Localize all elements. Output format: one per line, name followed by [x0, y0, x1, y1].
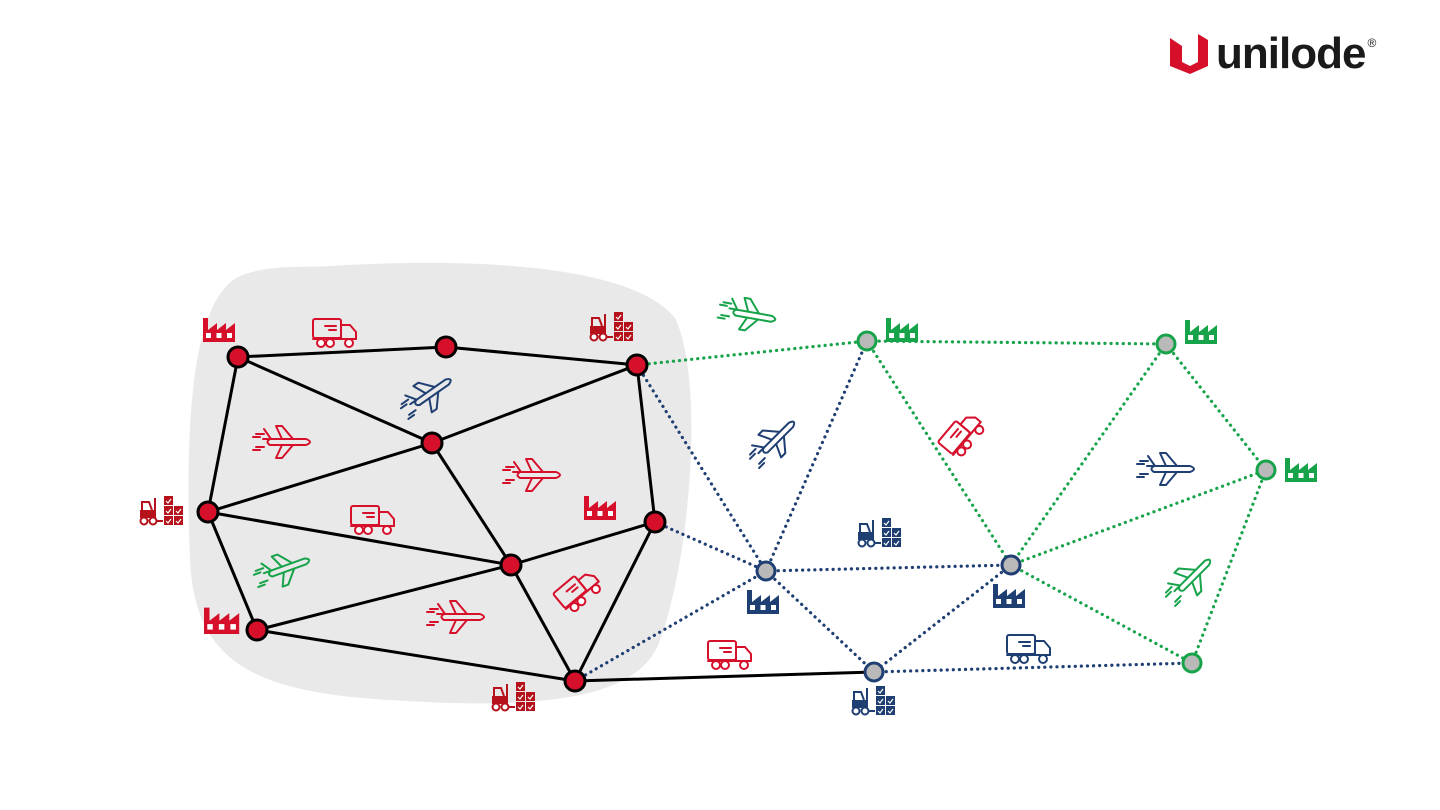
edge-n2-g4 — [1009, 563, 1194, 665]
airplane-icon — [1157, 547, 1223, 613]
brand-logo: unilode ® — [1168, 28, 1377, 78]
node-r2 — [434, 335, 458, 359]
edge-n2-n3 — [872, 563, 1013, 674]
edge-n1-g1 — [764, 339, 869, 573]
edge-r4-r7 — [430, 442, 513, 566]
brand-name: unilode — [1216, 29, 1366, 78]
edge-r8-r7 — [256, 563, 512, 632]
node-r1 — [226, 345, 250, 369]
edge-r1-r4 — [237, 355, 433, 445]
edge-r3-r6 — [635, 364, 657, 523]
edge-r8-r9 — [256, 628, 576, 683]
edge-r7-r6 — [510, 520, 656, 567]
node-g4 — [1181, 652, 1203, 674]
edge-n3-g4 — [872, 661, 1194, 674]
factory-icon — [993, 584, 1025, 608]
factory-icon — [886, 318, 918, 342]
registered-mark: ® — [1367, 36, 1377, 50]
truck-icon — [1006, 634, 1051, 664]
node-g3 — [1255, 459, 1277, 481]
airplane-icon — [1136, 452, 1195, 486]
node-n1 — [755, 560, 777, 582]
node-r4 — [420, 431, 444, 455]
node-n2 — [1000, 554, 1022, 576]
network-nodes — [196, 330, 1277, 693]
edge-r6-n1 — [653, 520, 768, 573]
edge-r2-r3 — [445, 345, 638, 367]
airplane-icon — [741, 409, 807, 475]
edge-r5-r8 — [206, 511, 259, 631]
edge-r9-n1 — [573, 569, 768, 683]
unilode-logo-icon — [1170, 34, 1208, 74]
truck-icon — [936, 408, 988, 462]
edge-r1-r5 — [206, 356, 240, 513]
edge-r6-r9 — [573, 521, 657, 682]
edge-g3-g4 — [1190, 468, 1268, 665]
node-r8 — [245, 618, 269, 642]
edge-r9-n3 — [574, 670, 875, 683]
edge-g2-g3 — [1164, 342, 1268, 472]
node-r6 — [643, 510, 667, 534]
node-n3 — [863, 661, 885, 683]
core-network-zone — [188, 262, 692, 704]
edge-n1-n2 — [764, 563, 1013, 573]
edge-g1-n2 — [865, 339, 1013, 567]
edge-r4-r5 — [207, 441, 433, 514]
factory-icon — [747, 590, 779, 614]
truck-icon — [707, 640, 752, 670]
edge-r5-r7 — [207, 510, 512, 567]
factory-icon — [1185, 320, 1217, 344]
factory-icon — [1285, 458, 1317, 482]
node-r5 — [196, 500, 220, 524]
node-g2 — [1155, 333, 1177, 355]
forklift-icon — [851, 685, 896, 716]
node-r9 — [563, 669, 587, 693]
forklift-icon — [139, 495, 184, 526]
node-r7 — [499, 553, 523, 577]
edge-r3-g1 — [635, 339, 869, 367]
edge-r4-r3 — [431, 363, 638, 445]
edge-n2-g3 — [1009, 468, 1268, 567]
node-g1 — [856, 330, 878, 352]
network-edges — [206, 339, 1268, 683]
edge-r3-n1 — [635, 363, 768, 573]
node-r3 — [625, 353, 649, 377]
edge-r7-r9 — [509, 564, 577, 682]
edge-r1-r2 — [237, 345, 447, 359]
airplane-icon — [715, 292, 780, 337]
forklift-icon — [857, 517, 902, 548]
edge-g2-n2 — [1009, 342, 1168, 567]
edge-n1-n3 — [764, 569, 876, 674]
